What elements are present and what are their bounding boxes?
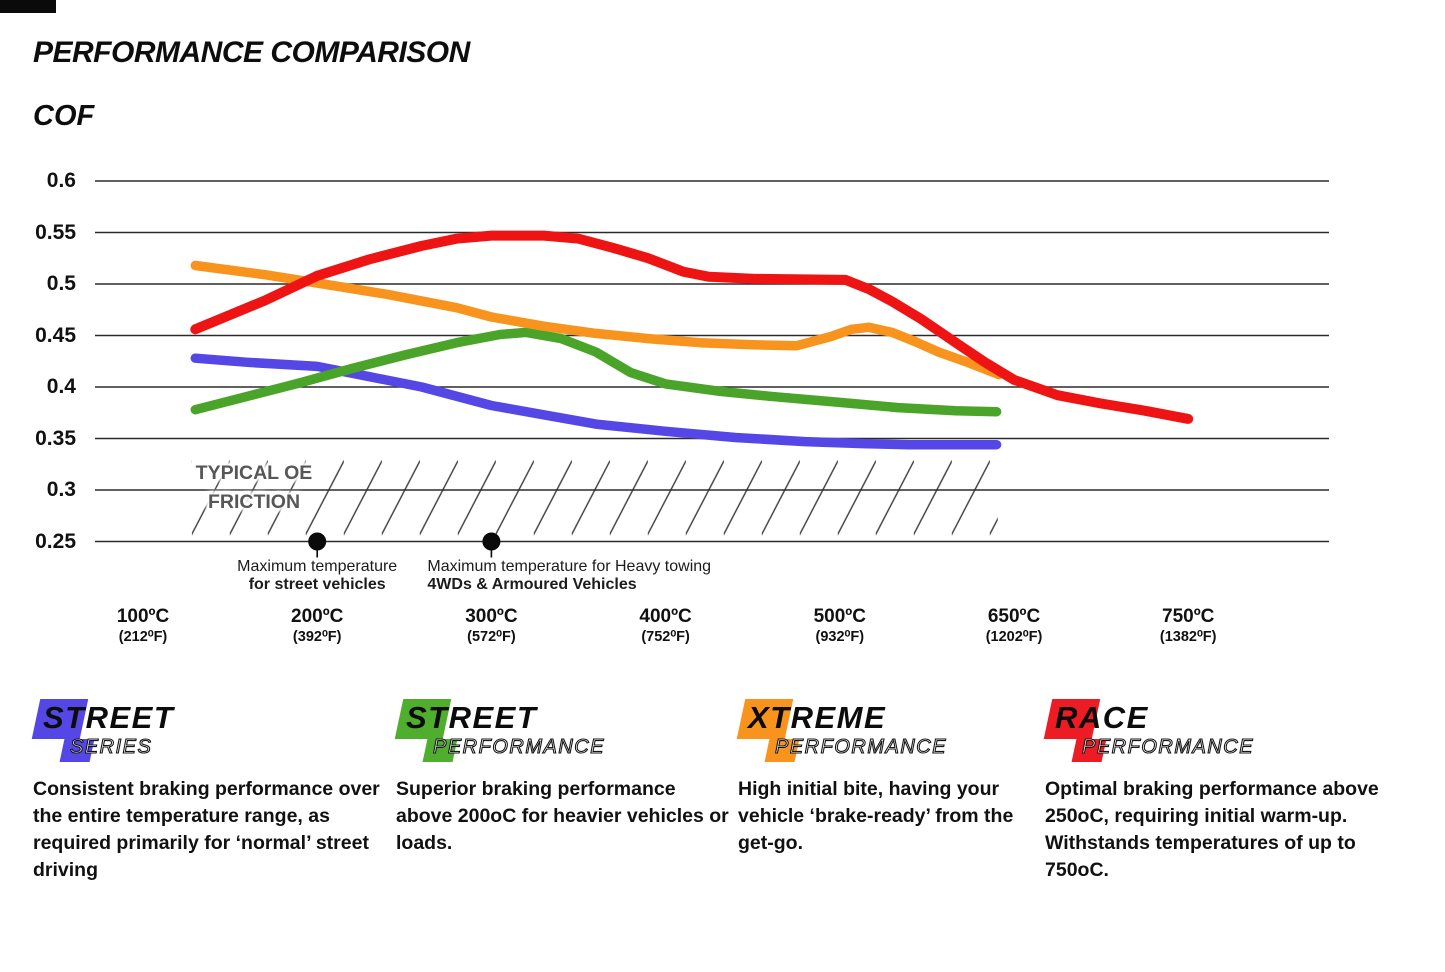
page-title: PERFORMANCE COMPARISON bbox=[33, 36, 470, 69]
street-series-logo: STREET SERIES bbox=[31, 698, 380, 764]
brand-title: RACE bbox=[1055, 700, 1149, 735]
race-performance-logo: RACE PERFORMANCE bbox=[1043, 698, 1379, 764]
max-temperature-marker bbox=[482, 532, 501, 551]
y-axis-title: COF bbox=[33, 100, 95, 132]
legend-description: High initial bite, having your vehicle ‘… bbox=[738, 778, 1014, 854]
series-street-series bbox=[190, 353, 1002, 450]
legend-xtreme-performance: XTREME PERFORMANCE High initial bite, ha… bbox=[736, 698, 1021, 857]
brand-title: STREET bbox=[406, 700, 538, 735]
legend-race-performance: RACE PERFORMANCE Optimal braking perform… bbox=[1043, 698, 1379, 884]
brand-title: STREET bbox=[43, 700, 175, 735]
brand-title: XTREME bbox=[748, 700, 887, 735]
brand-subtitle: SERIES bbox=[69, 735, 153, 758]
legend-description: Optimal braking performance above 250oC,… bbox=[1045, 778, 1379, 881]
max-temperature-marker bbox=[308, 532, 327, 551]
series-xtreme-performance bbox=[190, 260, 1004, 380]
brand-subtitle: PERFORMANCE bbox=[432, 735, 606, 758]
brand-subtitle: PERFORMANCE bbox=[1081, 735, 1255, 758]
brand-subtitle: PERFORMANCE bbox=[774, 735, 948, 758]
legend-street-series: STREET SERIES Consistent braking perform… bbox=[31, 698, 380, 884]
series-race-performance bbox=[190, 230, 1194, 424]
corner-mark bbox=[0, 0, 56, 13]
legend-street-performance: STREET PERFORMANCE Superior braking perf… bbox=[394, 698, 736, 857]
legend-description: Consistent braking performance over the … bbox=[33, 778, 380, 881]
street-performance-logo: STREET PERFORMANCE bbox=[394, 698, 736, 764]
xtreme-performance-logo: XTREME PERFORMANCE bbox=[736, 698, 1021, 764]
legend-description: Superior braking performance above 200oC… bbox=[396, 778, 729, 854]
series-street-performance bbox=[190, 327, 1002, 417]
